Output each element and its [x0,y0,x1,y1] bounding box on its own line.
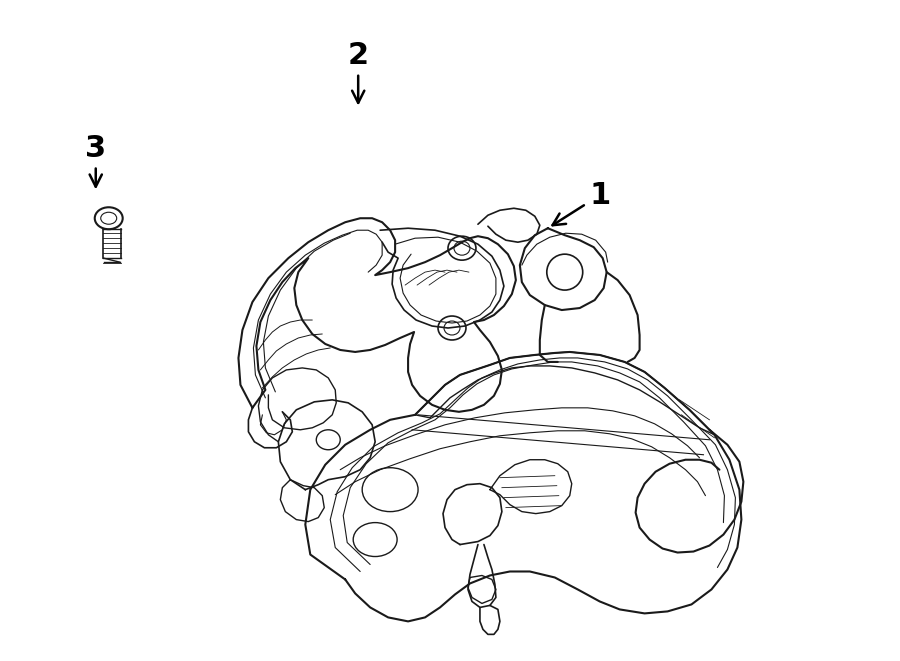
Text: 2: 2 [347,41,369,103]
Text: 1: 1 [553,181,610,225]
Text: 3: 3 [86,134,106,186]
